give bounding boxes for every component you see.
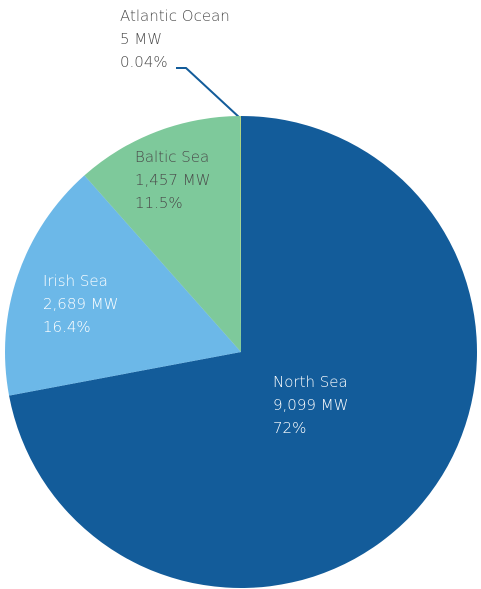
capacity-label: 5 MW	[120, 30, 162, 48]
slice-label: Irish Sea	[43, 272, 108, 290]
slice-label: North Sea	[273, 373, 348, 391]
pie-slice	[84, 116, 241, 352]
pie-slice	[4, 175, 241, 396]
pie-slice	[240, 116, 241, 352]
leader-line	[176, 67, 241, 119]
slice-label: Atlantic Ocean	[120, 7, 230, 25]
value-label: 16.4%	[43, 318, 91, 336]
pie-slice	[9, 116, 477, 588]
capacity-label: 2,689 MW	[43, 295, 118, 313]
capacity-label: 1,457 MW	[135, 171, 210, 189]
value-label: 0.04%	[120, 53, 168, 71]
capacity-label: 9,099 MW	[273, 396, 348, 414]
value-label: 11.5%	[135, 194, 183, 212]
value-label: 72%	[273, 419, 306, 437]
slice-label: Baltic Sea	[135, 148, 209, 166]
